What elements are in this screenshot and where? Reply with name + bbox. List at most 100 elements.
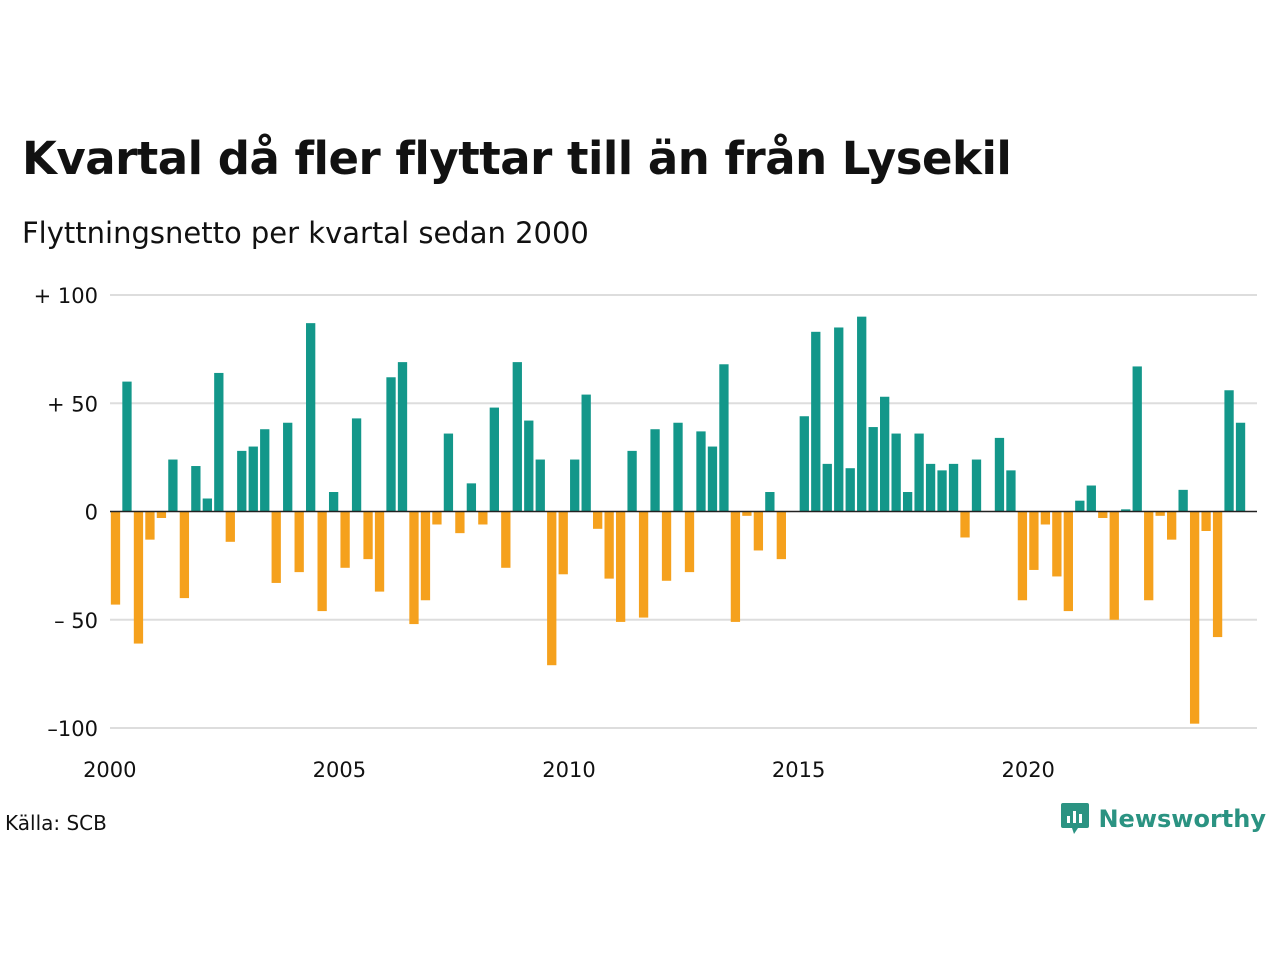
bar-positive: [237, 450, 247, 512]
bar-negative: [1052, 511, 1062, 577]
bar-positive: [845, 468, 855, 512]
bar-positive: [834, 327, 844, 512]
bar-positive: [902, 492, 913, 512]
bar-positive: [524, 420, 534, 512]
bar-positive: [880, 396, 890, 512]
bar-positive: [799, 416, 809, 512]
bar-positive: [1224, 390, 1234, 512]
bar-positive: [811, 331, 821, 512]
bar-positive: [214, 372, 224, 512]
newsworthy-logo-icon: [1061, 803, 1090, 834]
bar-negative: [960, 511, 970, 538]
bar-negative: [1040, 511, 1051, 525]
bar-positive: [868, 427, 878, 512]
bar-positive: [283, 422, 293, 512]
source-label: Källa: SCB: [5, 811, 107, 835]
bar-negative: [753, 511, 764, 551]
bar-positive: [122, 381, 132, 512]
bar-negative: [294, 511, 304, 573]
bar-negative: [615, 511, 626, 622]
bar-negative: [145, 511, 155, 540]
bar-positive: [1075, 500, 1085, 512]
bar-negative: [1029, 511, 1039, 570]
bar-positive: [822, 463, 832, 512]
brand-logo[interactable]: Newsworthy: [1060, 802, 1266, 836]
bar-positive: [673, 422, 683, 512]
bar-positive: [937, 470, 947, 512]
bar-positive: [857, 316, 867, 512]
bar-positive: [386, 377, 396, 512]
bar-negative: [1017, 511, 1028, 601]
bar-negative: [501, 511, 511, 568]
bar-positive: [891, 433, 901, 512]
bar-negative: [133, 511, 144, 644]
grid-lines: [110, 294, 1257, 729]
bar-positive: [696, 431, 706, 512]
bar-negative: [1155, 511, 1165, 516]
bar-positive: [1006, 470, 1016, 512]
bar-negative: [363, 511, 373, 560]
bar-positive: [260, 429, 270, 512]
bar-positive: [248, 446, 258, 512]
y-tick-label: –100: [47, 717, 98, 741]
bar-negative: [420, 511, 431, 601]
bar-negative: [455, 511, 465, 534]
bar-negative: [156, 511, 167, 518]
bar-positive: [1235, 422, 1246, 512]
bar-negative: [271, 511, 281, 583]
bar-negative: [1109, 511, 1119, 620]
bar-negative: [1167, 511, 1177, 540]
bar-negative: [547, 511, 557, 666]
x-axis-labels: 2000 2005 2010 2015 2020: [83, 758, 1055, 782]
bar-negative: [225, 511, 235, 542]
bar-negative: [179, 511, 190, 599]
bar-positive: [397, 362, 408, 512]
bar-positive: [1132, 366, 1142, 512]
bar-negative: [1098, 511, 1108, 518]
x-tick-label: 2010: [542, 758, 595, 782]
bar-negative: [317, 511, 327, 612]
y-tick-label: + 50: [47, 392, 98, 416]
bar-positive: [489, 407, 499, 512]
bar-positive: [570, 459, 580, 512]
bar-negative: [593, 511, 603, 529]
bar-positive: [191, 466, 201, 512]
y-axis-labels: + 100 + 50 0 – 50 –100: [34, 284, 98, 741]
bar-negative: [374, 511, 385, 592]
bar-negative: [1144, 511, 1154, 601]
bar-positive: [443, 433, 454, 512]
bar-negative: [730, 511, 741, 622]
bar-negative: [604, 511, 614, 579]
bar-positive: [719, 364, 729, 512]
bar-positive: [306, 323, 316, 512]
bar-negative: [1063, 511, 1073, 612]
bar-positive: [650, 429, 660, 512]
y-tick-label: 0: [85, 501, 98, 525]
chart-title: Kvartal då fler flyttar till än från Lys…: [22, 132, 1012, 185]
bar-positive: [627, 450, 637, 512]
bar-negative: [742, 511, 752, 516]
bar-positive: [202, 498, 212, 512]
bar-negative: [558, 511, 568, 575]
bar-positive: [707, 446, 718, 512]
bar-positive: [581, 394, 591, 512]
bar-negative: [409, 511, 419, 625]
x-tick-label: 2020: [1001, 758, 1054, 782]
brand-name: Newsworthy: [1098, 805, 1266, 833]
bar-negative: [661, 511, 672, 581]
x-tick-label: 2005: [313, 758, 366, 782]
bar-positive: [1086, 485, 1096, 512]
bar-positive: [1178, 489, 1188, 512]
bar-positive: [328, 492, 339, 512]
y-tick-label: + 100: [34, 284, 98, 308]
bar-negative: [110, 511, 121, 605]
bar-positive: [948, 463, 959, 512]
bar-negative: [638, 511, 649, 618]
bar-positive: [466, 483, 477, 512]
bar-negative: [340, 511, 350, 568]
bar-negative: [1201, 511, 1211, 531]
bar-negative: [432, 511, 442, 525]
bar-negative: [1212, 511, 1223, 638]
bar-positive: [994, 437, 1005, 512]
